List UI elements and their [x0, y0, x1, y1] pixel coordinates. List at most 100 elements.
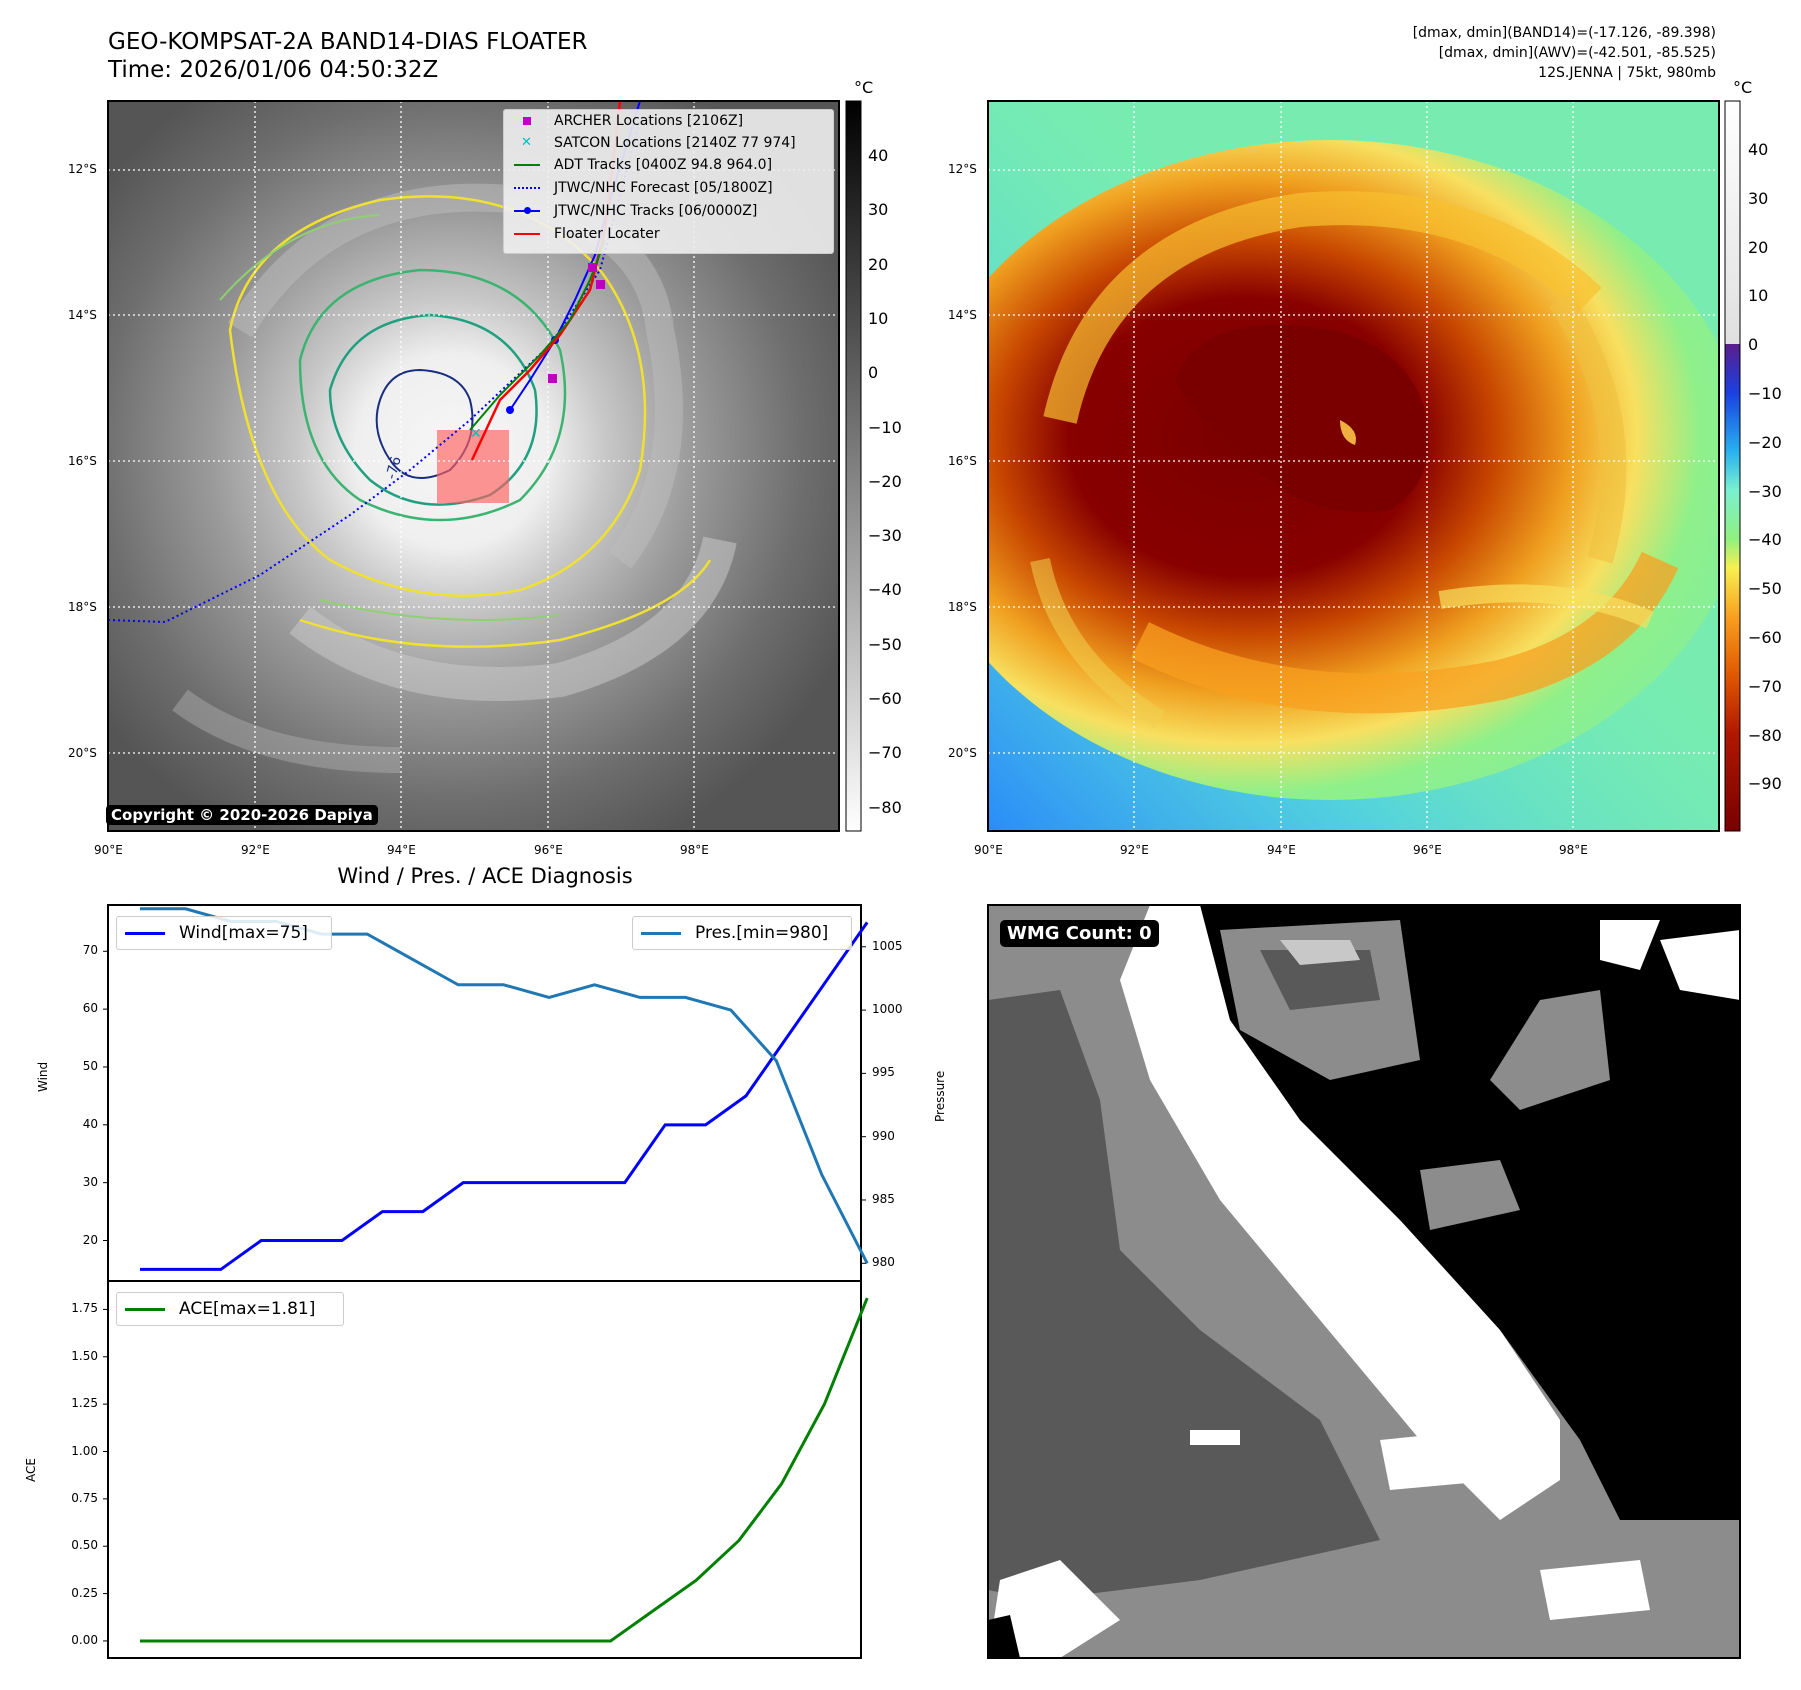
archer-point [596, 280, 605, 289]
colorbar2-tick: −50 [1748, 579, 1782, 599]
colorbar1-tick: 20 [868, 254, 889, 274]
colorbar1-tick: 30 [868, 200, 889, 220]
copyright-badge: Copyright © 2020-2026 Dapiya [106, 805, 378, 825]
ace-ytick: 0.75 [71, 1490, 98, 1505]
pressure-ytick: 990 [872, 1128, 895, 1143]
lon-label-map1: 90°E [94, 843, 123, 857]
grid-map2 [988, 101, 1719, 831]
contour-label: -76 [383, 455, 404, 481]
pres-legend: Pres.[min=980] [632, 916, 852, 950]
map1-frame [107, 100, 840, 832]
pressure-ytick: 980 [872, 1255, 895, 1270]
wind-ytick: 30 [82, 1174, 98, 1189]
track-legend: ARCHER Locations [2106Z] ✕ SATCON Locatio… [503, 109, 834, 254]
lat-label-map1: 16°S [68, 454, 97, 468]
colorbar1-tick: 0 [868, 363, 879, 383]
colorbar-1 [845, 100, 862, 832]
lon-label-map2: 94°E [1267, 843, 1296, 857]
wind-ytick: 20 [82, 1232, 98, 1247]
lon-label-map1: 94°E [387, 843, 416, 857]
lat-label-map1: 18°S [68, 600, 97, 614]
wind-ytick: 60 [82, 1001, 98, 1016]
colorbar1-tick: −30 [868, 526, 902, 546]
colorbar1-tick: −70 [868, 743, 902, 763]
colorbar1-tick: −40 [868, 580, 902, 600]
time-label: Time: 2026/01/06 04:50:32Z [108, 57, 439, 83]
wind-ytick: 50 [82, 1058, 98, 1073]
pressure-ytick: 1005 [872, 938, 903, 953]
lon-label-map1: 92°E [241, 843, 270, 857]
colorbar1-tick: 10 [868, 308, 889, 328]
lat-label-map2: 20°S [948, 746, 977, 760]
adt-track-line [469, 239, 606, 431]
lat-label-map1: 20°S [68, 746, 97, 760]
pressure-ytick: 995 [872, 1065, 895, 1080]
legend-adt: ADT Tracks [0400Z 94.8 964.0] [514, 155, 772, 175]
wmg-count-badge: WMG Count: 0 [1000, 920, 1159, 947]
pressure-ylabel: Pressure [933, 1070, 947, 1122]
lat-label-map1: 12°S [68, 162, 97, 176]
wmg-panel [987, 904, 1741, 1659]
colorbar2-tick: 30 [1748, 188, 1769, 208]
ace-ytick: 1.75 [71, 1301, 98, 1316]
colorbar2-tick: −10 [1748, 384, 1782, 403]
lat-label-map2: 12°S [948, 162, 977, 176]
colorbar1-unit: °C [854, 78, 874, 97]
colorbar1-tick: −20 [868, 471, 902, 491]
wind-legend-swatch [125, 932, 165, 935]
pressure-ytick: 1000 [872, 1002, 903, 1017]
colorbar2-tick: −20 [1748, 432, 1782, 452]
colorbar2-tick: −40 [1748, 530, 1782, 550]
awv-map [988, 101, 1719, 831]
ace-ytick: 1.00 [71, 1443, 98, 1458]
ace-frame [107, 1280, 862, 1659]
colorbar2-tick: −70 [1748, 676, 1782, 696]
pressure-ytick: 985 [872, 1191, 895, 1206]
colorbar2-tick: −80 [1748, 725, 1782, 745]
ace-ytick: 1.50 [71, 1348, 98, 1363]
colorbar1-tick: −60 [868, 689, 902, 708]
ace-ytick: 0.50 [71, 1538, 98, 1553]
colorbar1-tick: −10 [868, 417, 902, 437]
lon-label-map2: 98°E [1559, 843, 1588, 857]
wind-line [140, 921, 869, 1271]
wind-ylabel: Wind [36, 1061, 50, 1092]
lat-label-map1: 14°S [68, 308, 97, 322]
ace-ytick: 0.25 [71, 1585, 98, 1600]
colorbar2-unit: °C [1733, 78, 1753, 97]
archer-point [588, 263, 597, 272]
ace-line [140, 1297, 869, 1643]
legend-jtwc-tracks: JTWC/NHC Tracks [06/0000Z] [514, 201, 757, 221]
legend-archer: ARCHER Locations [2106Z] [514, 111, 743, 131]
storm-info: 12S.JENNA | 75kt, 980mb [1538, 65, 1716, 81]
colorbar2-tick: 20 [1748, 237, 1769, 257]
legend-jtwc-forecast: JTWC/NHC Forecast [05/1800Z] [514, 178, 773, 198]
lon-label-map1: 96°E [534, 843, 563, 857]
legend-floater: Floater Locater [514, 224, 660, 244]
colorbar1-tick: −80 [868, 797, 902, 817]
lon-label-map1: 98°E [680, 843, 709, 857]
satcon-point: ✕ [470, 426, 482, 442]
ace-plot [103, 1297, 869, 1643]
lon-label-map2: 96°E [1413, 843, 1442, 857]
ace-ylabel: ACE [24, 1458, 38, 1482]
wind-ytick: 40 [82, 1116, 98, 1131]
lon-label-map2: 90°E [974, 843, 1003, 857]
jtwc-track-point [506, 406, 514, 414]
wind-pres-plot [103, 907, 869, 1271]
ace-legend: ACE[max=1.81] [116, 1292, 344, 1326]
legend-satcon: ✕ SATCON Locations [2140Z 77 974] [521, 135, 796, 151]
colorbar1-tick: −50 [868, 634, 902, 654]
colorbar-2 [1724, 100, 1741, 832]
wind-legend: Wind[max=75] [116, 916, 332, 950]
main-title: GEO-KOMPSAT-2A BAND14-DIAS FLOATER [108, 29, 588, 55]
ace-ytick: 0.00 [71, 1632, 98, 1647]
ace-ytick: 1.25 [71, 1396, 98, 1411]
colorbar1-tick: 40 [868, 146, 889, 165]
lat-label-map2: 16°S [948, 454, 977, 468]
ace-legend-swatch [125, 1308, 165, 1311]
lon-label-map2: 92°E [1120, 843, 1149, 857]
colorbar2-tick: 0 [1748, 335, 1759, 355]
awv-range: [dmax, dmin](AWV)=(-42.501, -85.525) [1438, 45, 1716, 61]
colorbar2-tick: 10 [1748, 286, 1769, 306]
